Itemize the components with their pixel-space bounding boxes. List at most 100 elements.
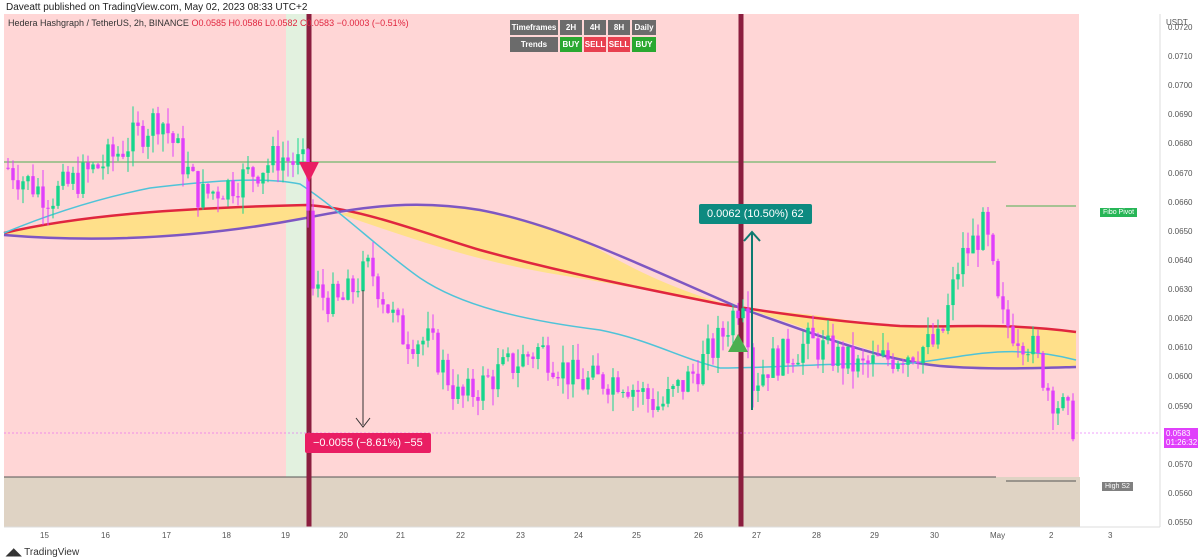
candle-body [651,399,655,410]
candle-body [661,403,665,407]
candle-body [496,364,500,390]
candle-body [316,284,320,289]
publisher-header: Daveatt published on TradingView.com, Ma… [6,2,308,13]
candle-body [711,338,715,358]
candle-body [731,310,735,336]
candle-body [881,350,885,356]
candle-body [406,344,410,350]
candle-body [906,357,910,365]
candle-body [1071,400,1075,440]
sell-signal-triangle [299,162,319,182]
price-tick-label: 0.0570 [1168,459,1193,469]
candle-body [136,122,140,126]
tradingview-logo[interactable]: ◢◣ TradingView [6,547,79,558]
currency-label: USDT [1166,18,1188,27]
candle-body [816,338,820,360]
candle-body [571,359,575,385]
timeframes-header: Timeframes [510,20,558,35]
price-tick-label: 0.0710 [1168,52,1193,62]
candle-body [851,346,855,372]
candle-body [131,122,135,152]
candle-body [891,359,895,369]
up-move-callout: 0.0062 (10.50%) 62 [699,204,812,224]
candle-body [441,359,445,373]
candle-body [1011,326,1015,344]
candle-body [766,374,770,378]
trend-2h: BUY [560,37,582,52]
candle-body [456,386,460,400]
candle-body [291,161,295,165]
candle-body [541,345,545,348]
candle-body [86,162,90,170]
candle-body [916,361,920,364]
candle-body [146,135,150,147]
down-move-callout: −0.0055 (−8.61%) −55 [305,433,431,453]
price-tick-label: 0.0560 [1168,488,1193,498]
candle-body [1001,296,1005,310]
date-tick-label: 26 [694,531,703,540]
candle-body [451,385,455,400]
candle-body [476,396,480,401]
candle-body [776,348,780,376]
candle-body [756,385,760,391]
price-tick-label: 0.0670 [1168,168,1193,178]
tf-daily: Daily [632,20,656,35]
candle-body [611,377,615,395]
candle-body [376,276,380,300]
candle-body [546,345,550,373]
candle-body [141,125,145,147]
candle-body [621,392,625,394]
candle-body [96,164,100,169]
tf-8h: 8H [608,20,630,35]
price-axis-background [1160,14,1200,527]
candle-body [461,386,465,396]
cloud-fill-2 [340,206,740,308]
candle-body [356,291,360,293]
candle-body [786,338,790,364]
candle-body [1061,397,1065,409]
candle-body [296,154,300,165]
tf-2h: 2H [560,20,582,35]
candle-body [481,375,485,401]
candle-body [116,153,120,157]
candle-body [16,180,20,190]
candle-body [381,299,385,305]
candle-body [341,297,345,300]
candle-body [446,359,450,386]
candle-body [981,211,985,250]
candle-body [821,340,825,360]
candle-body [1056,408,1060,414]
candle-body [436,332,440,373]
trend-8h: SELL [608,37,630,52]
candle-body [486,375,490,377]
candle-body [761,374,765,386]
candle-body [741,308,745,319]
candle-body [256,176,260,184]
symbol-legend: Hedera Hashgraph / TetherUS, 2h, BINANCE… [8,18,409,28]
candle-body [196,171,200,208]
candle-body [956,274,960,280]
candle-body [66,171,70,184]
candle-body [901,363,905,365]
last-price-tag: 0.0583 01:26:32 [1164,428,1198,448]
candle-body [281,157,285,171]
highs2-label: High S2 [1102,482,1133,491]
candle-body [241,169,245,198]
price-tick-label: 0.0610 [1168,343,1193,353]
candle-body [41,186,45,208]
candle-body [121,153,125,157]
lower-range-box [4,477,1080,527]
candle-body [531,356,535,360]
candle-body [986,211,990,235]
date-tick-label: 29 [870,531,879,540]
price-tick-label: 0.0630 [1168,285,1193,295]
candle-body [421,340,425,345]
candle-body [951,279,955,306]
candle-body [691,371,695,374]
candle-body [351,278,355,293]
candle-body [411,349,415,354]
candle-body [791,363,795,365]
candle-body [976,235,980,250]
cyan-moving-average [3,179,1077,369]
